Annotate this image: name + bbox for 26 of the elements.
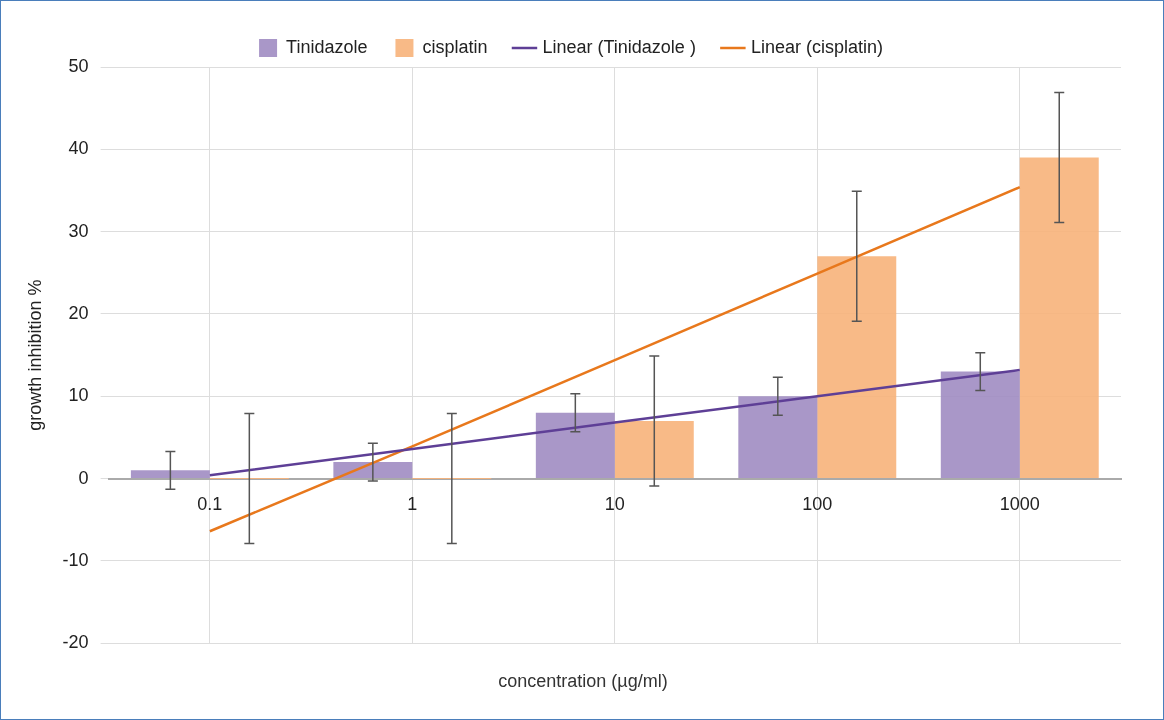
x-tick-label: 10 — [604, 494, 625, 515]
x-tick-label: 1 — [407, 494, 418, 515]
y-tick-label: 0 — [78, 467, 89, 488]
bar — [130, 470, 210, 479]
legend-label: cisplatin — [422, 36, 488, 57]
legend-label: Linear (Tinidazole ) — [542, 36, 696, 57]
bar — [1019, 157, 1099, 479]
x-tick-label: 100 — [802, 494, 833, 515]
x-tick-label: 0.1 — [197, 494, 223, 515]
bar — [940, 371, 1020, 479]
y-tick-label: -20 — [62, 632, 89, 653]
y-tick-label: 20 — [68, 302, 89, 323]
legend-label: Tinidazole — [286, 36, 368, 57]
y-tick-label: -10 — [62, 549, 89, 570]
y-tick-label: 50 — [68, 55, 89, 76]
x-tick-label: 1000 — [999, 494, 1040, 515]
bar — [614, 420, 694, 479]
y-tick-label: 30 — [68, 220, 89, 241]
bar — [738, 396, 818, 479]
y-tick-label: 10 — [68, 385, 89, 406]
legend-label: Linear (cisplatin) — [750, 36, 883, 57]
bar — [535, 412, 615, 479]
y-tick-label: 40 — [68, 138, 89, 159]
y-axis-title: growth inhibition % — [24, 279, 45, 431]
bar — [817, 256, 897, 479]
x-axis-title: concentration (µg/ml) — [497, 671, 669, 692]
